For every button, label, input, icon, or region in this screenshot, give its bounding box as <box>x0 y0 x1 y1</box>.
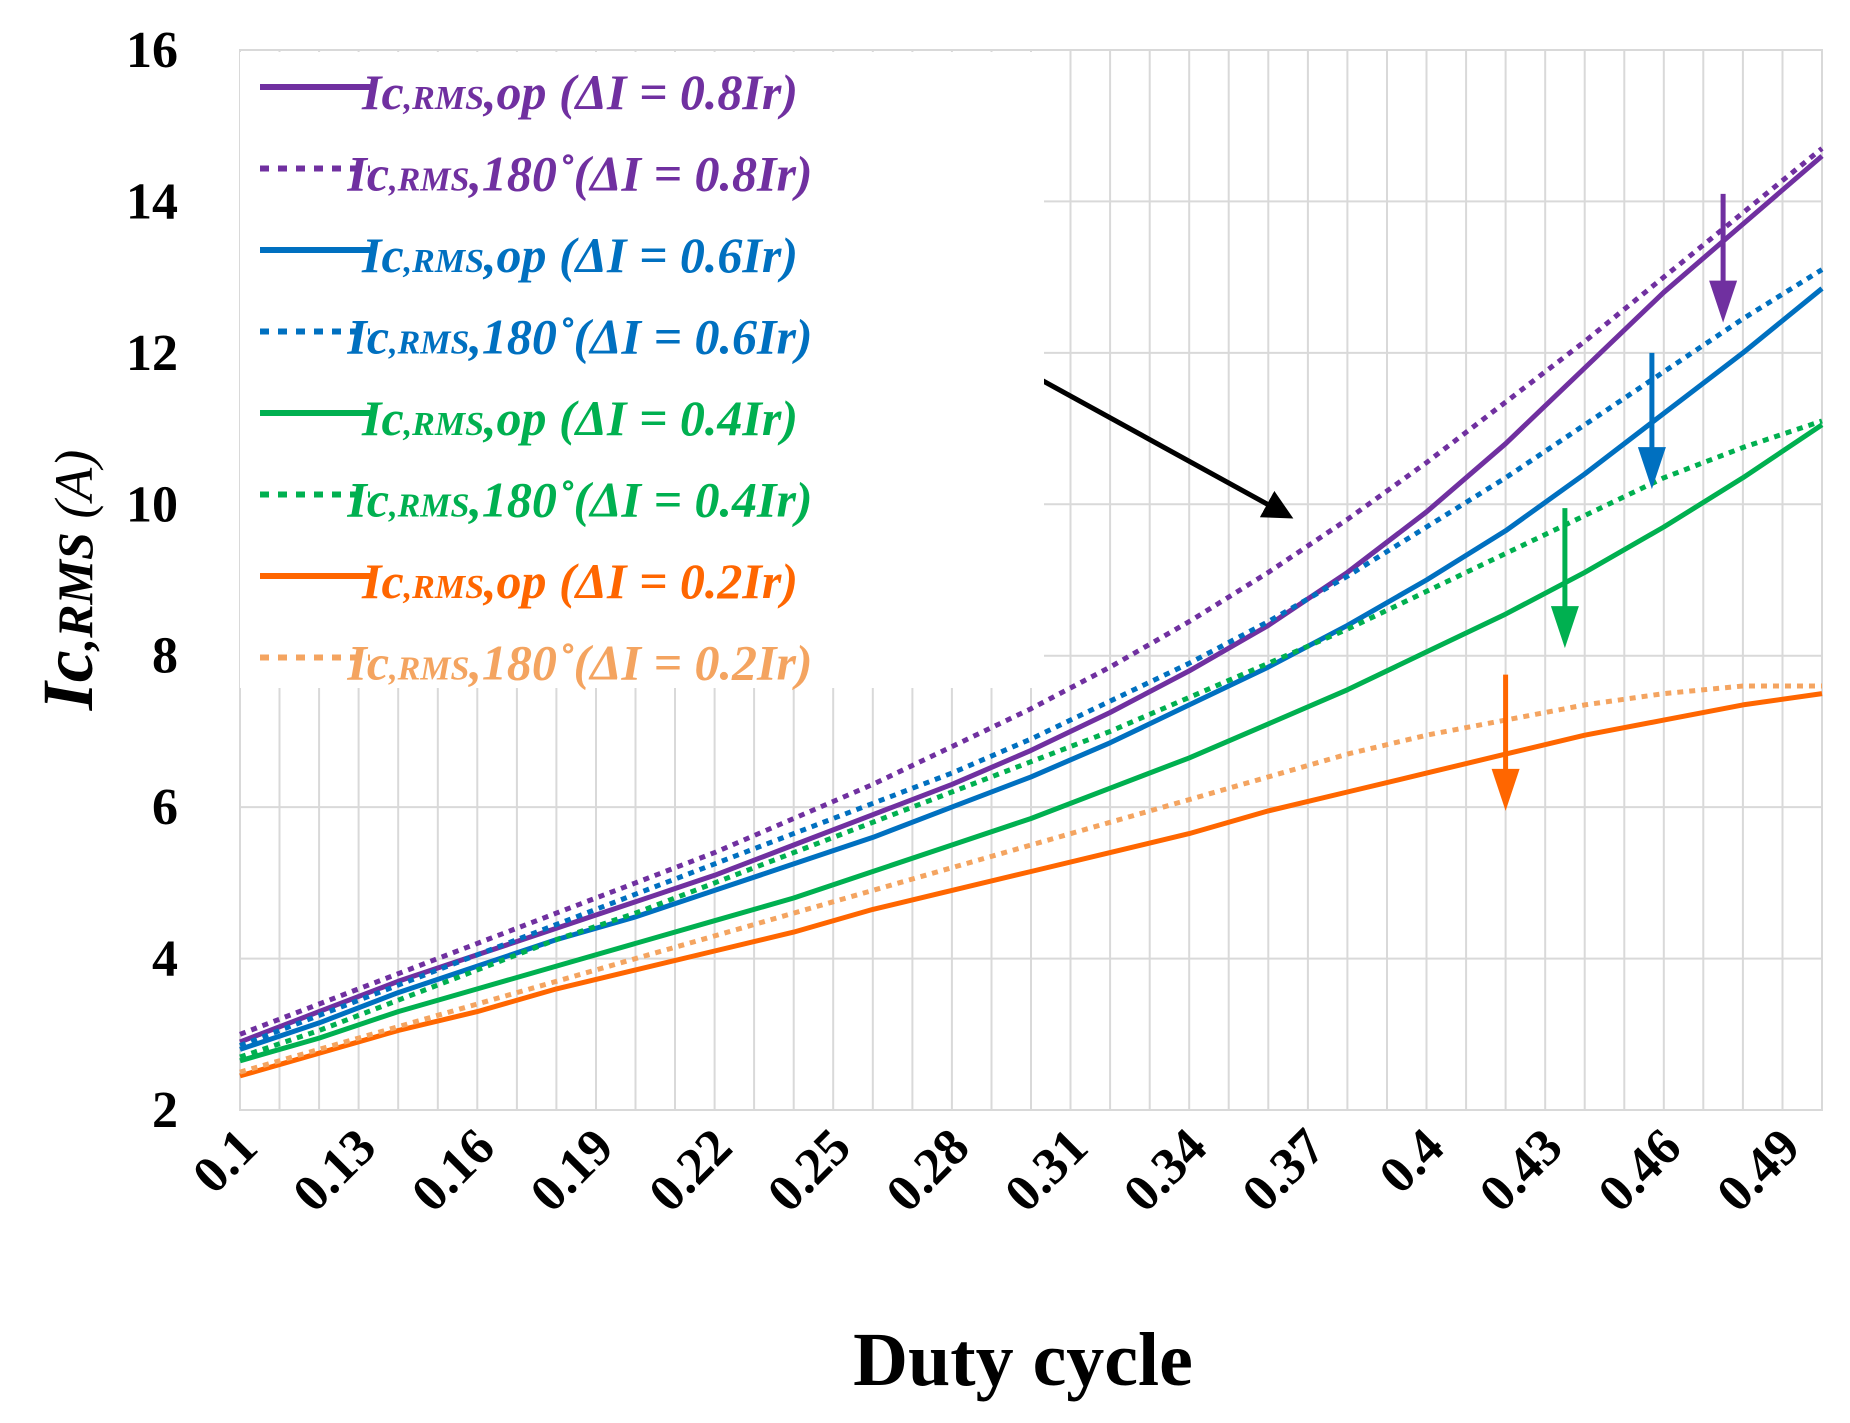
x-tick-label: 0.31 <box>994 1118 1099 1223</box>
series-line-2 <box>239 146 1824 1037</box>
x-tick-label: 0.43 <box>1469 1118 1574 1223</box>
legend-pointer-arrow <box>1013 363 1294 519</box>
y-axis-title-sub: ,RMS <box>47 532 103 652</box>
y-axis-ticks: 2 4 6 8 10 12 14 16 <box>126 22 178 1139</box>
x-tick-label: 0.49 <box>1706 1118 1811 1223</box>
x-axis-title: Duty cycle <box>853 1318 1193 1402</box>
x-tick-label: 0.37 <box>1232 1118 1337 1223</box>
legend-label-2: Ic,RMS,180˚(ΔI = 0.8Ir) <box>346 146 812 202</box>
legend-label-8: Ic,RMS,180˚(ΔI = 0.2Ir) <box>346 635 812 691</box>
y-tick-label: 6 <box>152 779 178 836</box>
y-tick-label: 4 <box>152 931 178 988</box>
y-axis-title: Ic,RMS (A) <box>28 450 108 712</box>
series-line-5 <box>239 422 1824 1064</box>
y-tick-label: 10 <box>126 476 178 533</box>
y-axis-title-main: Ic <box>28 650 108 711</box>
y-axis-title-unit: (A) <box>44 450 104 532</box>
x-tick-label: 0.46 <box>1588 1118 1693 1223</box>
legend-box <box>240 52 1044 688</box>
y-tick-label: 2 <box>152 1082 178 1139</box>
series-lines <box>239 146 1824 1079</box>
decrease-arrowhead-2 <box>1637 447 1666 490</box>
legend-label-4: Ic,RMS,180˚(ΔI = 0.6Ir) <box>346 309 812 365</box>
y-tick-label: 8 <box>152 628 178 685</box>
x-tick-label: 0.1 <box>182 1118 268 1204</box>
y-tick-label: 12 <box>126 325 178 382</box>
decrease-arrowhead-4 <box>1491 768 1520 811</box>
x-axis-ticks: 0.1 0.13 0.16 0.19 0.22 0.25 0.28 0.31 0.34 0.37 0… <box>182 1118 1811 1223</box>
series-line-7 <box>239 691 1823 1079</box>
decrease-arrowhead-1 <box>1709 280 1738 323</box>
y-tick-label: 16 <box>126 22 178 79</box>
y-tick-label: 14 <box>126 173 178 230</box>
series-line-4 <box>239 267 1824 1048</box>
x-tick-label: 0.28 <box>876 1118 981 1223</box>
x-tick-label: 0.19 <box>520 1118 625 1223</box>
legend-label-6: Ic,RMS,180˚(ΔI = 0.4Ir) <box>346 472 812 528</box>
legend-label-5: Ic,RMS,op (ΔI = 0.4Ir) <box>361 390 798 446</box>
legend-label-3: Ic,RMS,op (ΔI = 0.6Ir) <box>361 227 798 283</box>
decrease-arrowhead-3 <box>1550 606 1579 649</box>
legend-label-1: Ic,RMS,op (ΔI = 0.8Ir) <box>361 64 798 120</box>
x-tick-label: 0.25 <box>757 1118 862 1223</box>
x-tick-label: 0.22 <box>638 1118 743 1223</box>
x-tick-label: 0.4 <box>1369 1118 1455 1204</box>
legend: Ic,RMS,op (ΔI = 0.8Ir) Ic,RMS,180˚(ΔI = 0… <box>260 64 813 691</box>
x-tick-label: 0.34 <box>1113 1118 1218 1223</box>
series-line-6 <box>239 418 1823 1060</box>
legend-label-7: Ic,RMS,op (ΔI = 0.2Ir) <box>361 553 798 609</box>
x-tick-label: 0.16 <box>401 1118 506 1223</box>
x-tick-label: 0.13 <box>282 1118 387 1223</box>
annotation-arrows <box>1013 193 1738 811</box>
